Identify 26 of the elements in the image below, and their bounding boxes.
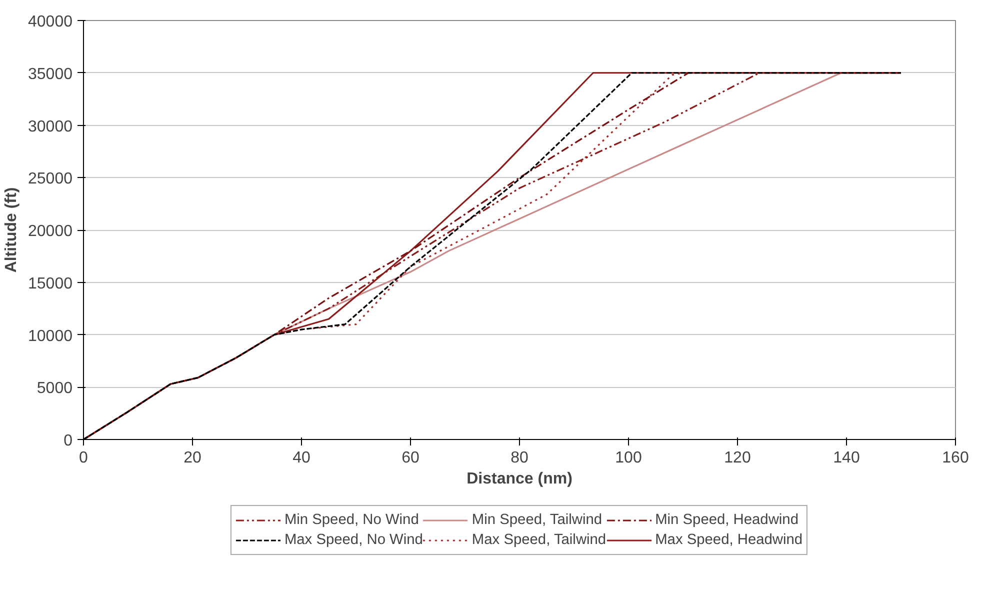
y-tick-label: 10000: [28, 328, 73, 345]
y-tick-label: 20000: [28, 223, 73, 240]
legend-label: Max Speed, Tailwind: [472, 532, 606, 548]
x-tick-label: 40: [292, 450, 310, 466]
y-axis-title: Altitude (ft): [3, 187, 20, 273]
legend-label: Max Speed, Headwind: [655, 532, 803, 548]
x-tick-label: 140: [833, 450, 860, 466]
y-tick-label: 5000: [36, 380, 73, 398]
x-tick-label: 60: [402, 450, 420, 466]
x-tick-label: 80: [510, 450, 528, 466]
x-tick-label: 100: [615, 450, 642, 466]
x-tick-label: 120: [724, 450, 751, 466]
x-tick-label: 20: [184, 450, 202, 466]
y-tick-label: 25000: [28, 170, 73, 188]
y-tick-label: 35000: [28, 66, 73, 83]
x-tick-label: 160: [942, 450, 969, 466]
x-tick-label: 0: [79, 450, 88, 466]
y-tick-label: 15000: [28, 275, 73, 292]
legend-label: Min Speed, No Wind: [284, 512, 419, 528]
y-tick-label: 40000: [28, 14, 73, 30]
x-axis-title: Distance (nm): [466, 470, 572, 488]
y-tick-label: 30000: [28, 118, 73, 136]
y-tick-label: 0: [64, 432, 73, 450]
legend-label: Max Speed, No Wind: [284, 532, 423, 548]
legend-label: Min Speed, Headwind: [655, 512, 798, 528]
legend-label: Min Speed, Tailwind: [472, 512, 602, 528]
